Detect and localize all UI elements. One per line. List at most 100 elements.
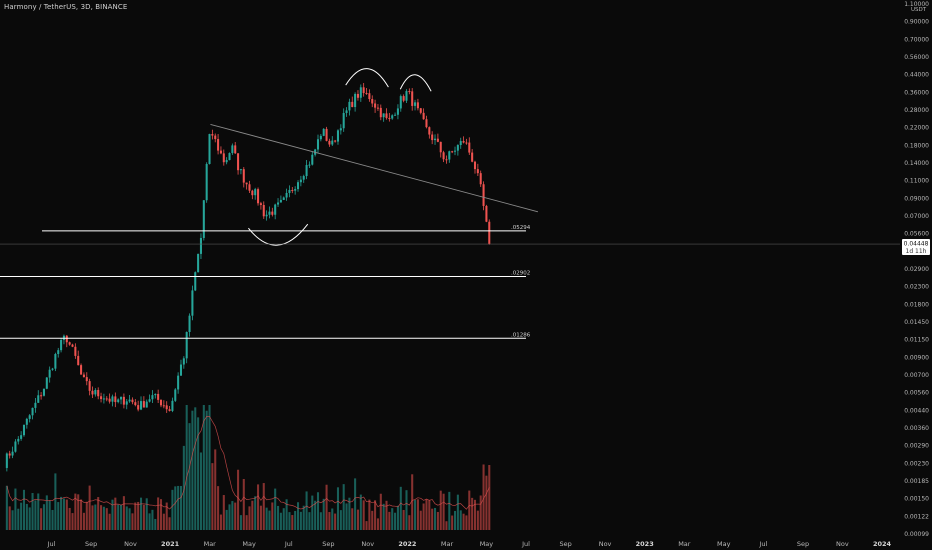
volume-bar — [51, 509, 54, 530]
x-tick-label: Nov — [361, 540, 374, 548]
volume-bar — [471, 497, 474, 530]
candle-body — [488, 221, 491, 245]
drawing-layer: .05294 .02902 .01286 — [0, 68, 900, 339]
candle-body — [91, 390, 94, 395]
volume-bar — [374, 500, 377, 530]
candle-body — [199, 237, 202, 254]
candle-body — [277, 202, 280, 205]
candle-body — [117, 399, 120, 403]
candle-body — [108, 398, 111, 402]
volume-bar — [68, 507, 71, 530]
candle-body — [97, 389, 100, 397]
candle-body — [31, 407, 34, 416]
candle-body — [436, 138, 439, 142]
candle-body — [145, 401, 148, 408]
candle-body — [342, 112, 345, 129]
x-tick-label: Jul — [758, 540, 767, 548]
candle-body — [231, 145, 234, 154]
candle-body — [28, 415, 31, 419]
candle-body — [451, 151, 454, 153]
candle-body — [251, 190, 254, 196]
volume-bar — [394, 512, 397, 530]
y-tick-label: 0.00185 — [904, 478, 929, 485]
x-tick-label: Sep — [322, 540, 334, 548]
y-tick-label: 0.28000 — [904, 107, 929, 114]
candle-body — [408, 91, 411, 93]
candle-body — [68, 342, 71, 345]
candle-body — [188, 315, 191, 333]
y-tick-label: 0.00099 — [904, 531, 929, 538]
volume-bar — [442, 493, 445, 530]
x-tick-label: Nov — [124, 540, 137, 548]
volume-bar — [257, 484, 260, 530]
volume-bar — [465, 515, 468, 530]
candle-body — [302, 176, 305, 180]
volume-bar — [97, 497, 100, 530]
volume-bar — [117, 504, 120, 530]
candle-body — [208, 134, 211, 164]
volume-bar — [62, 498, 65, 530]
candle-body — [102, 398, 105, 400]
candle-body — [219, 150, 222, 154]
candle-body — [137, 405, 140, 410]
volume-bar — [356, 509, 359, 530]
volume-bar — [228, 504, 231, 530]
candle-body — [419, 108, 422, 113]
volume-bar — [259, 505, 262, 530]
x-tick-label: May — [242, 540, 256, 548]
last-price-countdown: 1d 11h — [906, 248, 927, 255]
candle-body — [54, 354, 57, 369]
candle-body — [254, 189, 257, 196]
candle-body — [5, 453, 8, 468]
volume-bar — [22, 489, 26, 530]
volume-bar — [40, 508, 43, 530]
volume-bar — [17, 508, 20, 530]
candle-body — [348, 101, 351, 111]
y-tick-label: 0.70000 — [904, 36, 929, 43]
volume-bar — [234, 502, 237, 530]
candle-body — [359, 87, 362, 98]
volume-bar — [388, 511, 391, 530]
volume-bar — [225, 509, 228, 530]
candle-body — [122, 396, 125, 405]
candle-body — [131, 399, 134, 403]
candle-body — [294, 189, 297, 191]
volume-bar — [42, 504, 45, 530]
candle-body — [111, 396, 114, 402]
candle-body — [462, 141, 465, 143]
candle-body — [334, 140, 337, 142]
candle-body — [368, 93, 371, 100]
candle-body — [159, 399, 163, 406]
candle-body — [468, 142, 471, 153]
volume-bar — [199, 452, 202, 530]
candle-body — [211, 134, 214, 136]
candle-body — [431, 134, 434, 141]
volume-bar — [476, 510, 479, 530]
volume-bar — [485, 475, 488, 530]
volume-bar — [102, 506, 105, 530]
y-tick-label: 0.00122 — [904, 513, 929, 520]
volume-bar — [85, 501, 88, 530]
volume-bar — [28, 507, 31, 530]
volume-bar — [222, 495, 225, 530]
candle-body — [171, 400, 174, 411]
volume-bar — [122, 496, 125, 530]
candle-body — [459, 141, 462, 146]
volume-bar — [436, 511, 439, 530]
y-tick-label: 0.02900 — [904, 266, 929, 273]
volume-bar — [414, 499, 417, 530]
candle-body — [285, 192, 288, 198]
volume-bar — [294, 510, 297, 530]
candle-body — [94, 389, 97, 395]
candle-body — [453, 150, 457, 152]
candle-body — [328, 140, 331, 145]
volume-bar — [411, 474, 414, 530]
y-tick-label: 0.01800 — [904, 301, 929, 308]
volume-bar — [162, 513, 165, 530]
volume-bar — [308, 512, 311, 530]
volume-bar — [177, 485, 180, 530]
candle-body — [157, 393, 160, 400]
candle-body — [248, 184, 251, 191]
candle-body — [22, 424, 26, 436]
